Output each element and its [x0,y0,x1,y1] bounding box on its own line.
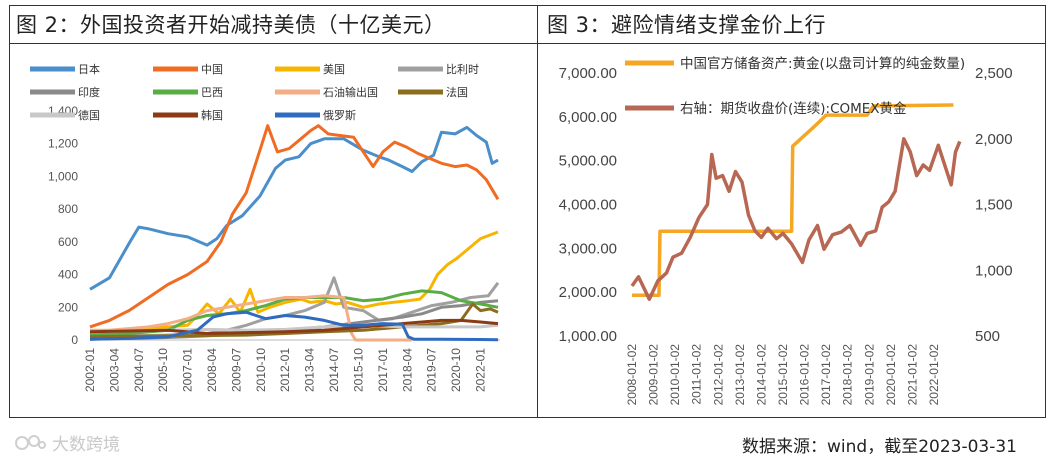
x-tick-label: 2018-01-02 [841,344,855,406]
x-tick-label: 2002-01 [83,348,97,392]
x-tick-label: 2009-07 [229,348,243,392]
series-line-china [89,124,500,329]
legend-label-germany: 德国 [78,108,100,122]
left-y-tick-label: 3,000.00 [559,240,617,257]
legend-label-brazil: 巴西 [201,86,223,99]
y-tick-label: 1,200 [48,137,78,151]
x-tick-label: 2019-01-02 [862,344,876,406]
x-tick-label: 2005-10 [156,348,170,392]
y-tick-label: 800 [58,202,78,216]
left-y-tick-label: 5,000.00 [559,153,617,170]
series-line-russia [89,310,499,342]
watermark: 大数跨境 [14,430,120,455]
x-tick-label: 2019-07 [425,348,439,392]
legend-label-korea: 韩国 [201,108,223,122]
x-tick-label: 2021-01-02 [905,344,919,406]
watermark-text: 大数跨境 [52,435,120,455]
left-y-tick-label: 4,000.00 [559,197,617,214]
x-tick-label: 2013-04 [303,348,317,392]
right-y-tick-label: 1,000 [975,262,1013,279]
series-line-us [89,230,499,335]
x-tick-label: 2020-01-02 [884,344,898,406]
legend-label-japan: 日本 [78,62,100,76]
legend-label-gold-reserves: 中国官方储备资产:黄金(以盘司计算的纯金数量) [680,55,965,72]
legend-label-line-1: 中国官方储备资产:黄金(以盘司计算的纯金数量) [680,55,965,72]
x-tick-label: 2008-01-02 [625,344,639,406]
right-y-tick-label: 1,500 [975,197,1013,214]
x-tick-label: 2007-01 [181,348,195,392]
x-tick-label: 2015-01-02 [776,344,790,406]
left-y-tick-label: 1,000.00 [559,328,617,345]
x-tick-label: 2012-01 [278,348,292,392]
left-y-tick-label: 6,000.00 [559,109,617,126]
x-tick-label: 2011-01-02 [690,344,704,405]
source-note: 数据来源：wind，截至2023-03-31 [742,437,1017,457]
series-line-japan [89,125,499,291]
x-tick-label: 2003-04 [107,348,121,392]
left-y-tick-label: 2,000.00 [559,284,617,301]
legend-label-comex: 右轴：期货收盘价(连续):COMEX黄金 [680,100,907,117]
right-y-tick-label: 2,000 [975,131,1013,148]
x-tick-label: 2010-10 [254,348,268,392]
x-tick-label: 2022-01 [473,348,487,392]
legend-label-oil: 石油输出国 [323,85,378,99]
y-tick-label: 0 [71,333,78,347]
x-tick-label: 2017-01-02 [819,344,833,406]
x-tick-label: 2020-10 [449,348,463,392]
x-tick-label: 2016-01-02 [798,344,812,406]
panel-divider [537,5,538,417]
y-tick-label: 600 [58,235,78,249]
y-tick-label: 1,000 [48,169,78,183]
x-tick-label: 2018-04 [400,348,414,392]
x-tick-label: 2015-10 [351,348,365,392]
watermark-logo-icon [15,434,46,450]
x-tick-label: 2010-01-02 [668,344,682,406]
series-line-oil [90,294,413,342]
x-tick-label: 2013-01-02 [733,344,747,406]
legend-label-russia: 俄罗斯 [323,109,356,122]
figure-frame [9,5,1046,418]
series-line-comex [630,137,962,301]
right-y-tick-label: 2,500 [975,65,1013,82]
title-divider [9,43,1045,44]
x-tick-label: 2008-04 [205,348,219,392]
x-tick-label: 2014-07 [327,348,341,392]
x-tick-label: 2022-01-02 [927,344,941,406]
series-line-korea [89,318,499,335]
right-y-tick-label: 500 [975,328,1000,345]
legend-label-belgium: 比利时 [446,63,479,76]
legend-label-china: 中国 [201,63,223,76]
legend-label-us: 美国 [323,63,345,76]
y-tick-label: 400 [58,268,78,282]
y-tick-label: 200 [58,300,78,314]
chart-1-title: 图 2：外国投资者开始减持美债（十亿美元） [16,13,446,37]
legend-label-india: 印度 [78,85,100,99]
x-tick-label: 2009-01-02 [647,344,661,406]
x-tick-label: 2004-07 [132,348,146,392]
left-y-tick-label: 7,000.00 [559,65,617,82]
chart-2-title: 图 3：避险情绪支撑金价上行 [547,13,827,37]
x-tick-label: 2012-01-02 [711,344,725,406]
legend-label-france: 法国 [446,85,468,99]
x-tick-label: 2014-01-02 [754,344,768,406]
series-line-gold_reserves [632,103,954,297]
x-tick-label: 2017-01 [376,348,390,392]
